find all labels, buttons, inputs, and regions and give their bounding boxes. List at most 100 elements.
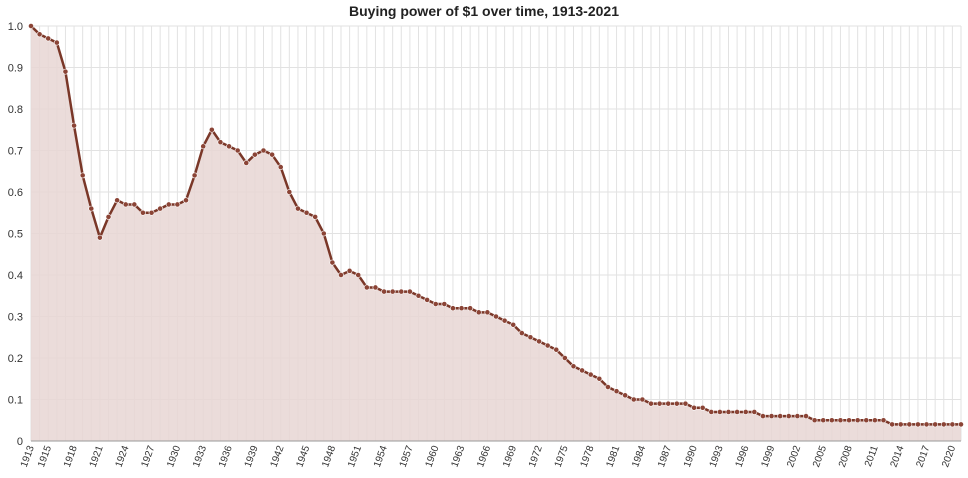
y-tick-label: 0.1 xyxy=(8,395,23,407)
data-point xyxy=(630,396,637,403)
data-point xyxy=(329,259,336,266)
x-tick-label: 2020 xyxy=(940,444,958,469)
y-tick-label: 0.5 xyxy=(8,229,23,241)
data-point xyxy=(639,396,646,403)
y-tick-label: 0.2 xyxy=(8,353,23,365)
data-point xyxy=(226,143,232,150)
data-point xyxy=(62,68,69,75)
y-tick-label: 0.6 xyxy=(8,187,23,199)
data-point xyxy=(277,164,284,170)
x-tick-label: 1939 xyxy=(243,444,261,469)
data-point xyxy=(28,23,34,29)
data-point xyxy=(648,400,654,407)
data-point xyxy=(243,160,250,166)
x-tick-label: 1948 xyxy=(320,444,338,469)
data-point xyxy=(846,417,852,424)
data-point xyxy=(665,400,672,407)
data-point xyxy=(389,288,396,295)
x-tick-label: 1915 xyxy=(36,444,54,469)
data-point xyxy=(372,284,379,291)
data-point xyxy=(579,367,586,374)
data-point xyxy=(682,400,689,407)
data-point xyxy=(200,143,207,150)
data-point xyxy=(673,400,680,407)
data-point xyxy=(501,317,508,324)
data-point xyxy=(71,122,77,129)
data-point xyxy=(122,201,129,208)
data-point xyxy=(441,301,448,307)
data-point xyxy=(820,417,827,424)
x-tick-label: 1996 xyxy=(734,444,752,469)
data-point xyxy=(622,392,629,399)
data-point xyxy=(880,417,887,424)
x-tick-label: 1984 xyxy=(630,444,648,469)
x-tick-label: 1993 xyxy=(708,444,726,469)
data-point xyxy=(381,288,387,295)
x-tick-label: 1936 xyxy=(217,444,235,469)
data-point xyxy=(36,31,43,38)
data-point xyxy=(475,309,482,316)
data-point xyxy=(114,197,121,204)
data-point xyxy=(889,421,896,428)
data-point xyxy=(716,409,723,415)
data-point xyxy=(561,355,568,361)
data-point xyxy=(363,284,370,291)
chart-title: Buying power of $1 over time, 1913-2021 xyxy=(349,3,619,19)
x-tick-label: 1966 xyxy=(475,444,493,469)
data-point xyxy=(794,413,801,419)
data-point xyxy=(217,139,224,146)
x-tick-label: 1933 xyxy=(191,444,209,469)
data-point xyxy=(923,421,930,428)
x-tick-label: 1972 xyxy=(527,444,545,469)
data-point xyxy=(854,417,861,424)
point-layer xyxy=(28,23,964,428)
data-point xyxy=(785,413,792,419)
x-tick-label: 1924 xyxy=(114,444,132,469)
data-point xyxy=(424,296,431,303)
data-point xyxy=(613,388,620,395)
data-point xyxy=(596,375,603,382)
x-tick-label: 2002 xyxy=(785,444,803,469)
data-point xyxy=(837,417,844,424)
data-point xyxy=(45,35,52,42)
data-point xyxy=(544,342,551,349)
x-tick-label: 1957 xyxy=(398,444,416,469)
data-point xyxy=(777,413,784,419)
data-point xyxy=(131,201,138,208)
data-point xyxy=(53,39,60,46)
data-point xyxy=(897,421,904,428)
data-point xyxy=(140,209,146,216)
data-point xyxy=(96,234,103,241)
data-point xyxy=(958,421,964,428)
data-point xyxy=(432,301,439,307)
data-point xyxy=(295,205,301,212)
x-tick-label: 1942 xyxy=(269,444,287,469)
data-point xyxy=(553,346,560,353)
x-tick-label: 1969 xyxy=(501,444,519,469)
data-point xyxy=(251,151,258,158)
data-point xyxy=(88,205,95,212)
x-tick-label: 1981 xyxy=(604,444,622,469)
data-point xyxy=(191,172,198,179)
x-tick-label: 1945 xyxy=(294,444,312,469)
x-tick-label: 2014 xyxy=(889,444,907,469)
y-tick-label: 0.9 xyxy=(8,63,23,75)
y-tick-label: 0.3 xyxy=(8,312,23,324)
data-point xyxy=(312,213,319,220)
data-point xyxy=(415,292,422,299)
data-point xyxy=(493,313,499,320)
data-point xyxy=(105,213,112,220)
data-point xyxy=(536,338,542,345)
x-tick-label: 1990 xyxy=(682,444,700,469)
data-point xyxy=(940,421,947,428)
data-point xyxy=(286,189,293,195)
area-layer xyxy=(31,26,961,441)
data-point xyxy=(587,371,594,378)
data-point xyxy=(691,404,697,411)
data-point xyxy=(467,305,474,312)
x-tick-label: 1927 xyxy=(139,444,157,469)
data-point xyxy=(338,272,344,278)
y-tick-label: 1.0 xyxy=(8,21,23,33)
